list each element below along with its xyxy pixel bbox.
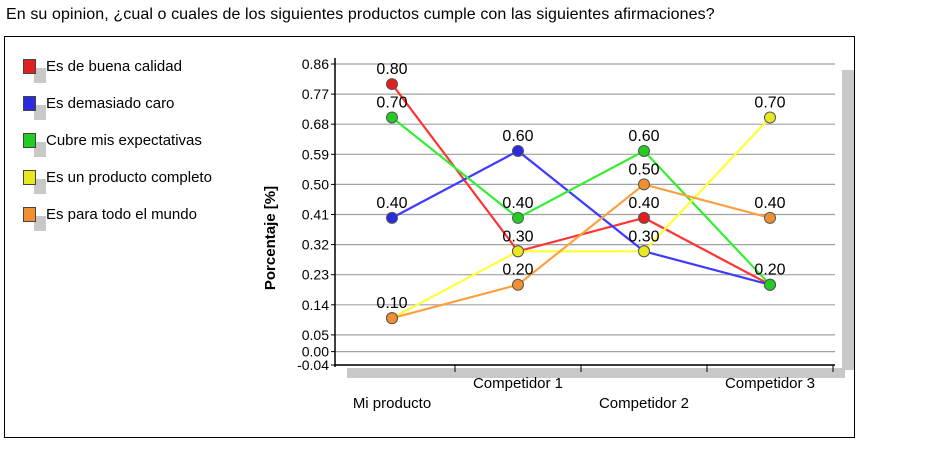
chart-legend: Es de buena calidad Es demasiado caro Cubr… [22, 58, 212, 243]
y-tick-label: 0.68 [302, 116, 329, 132]
data-label: 0.20 [754, 262, 785, 279]
legend-label: Es para todo el mundo [46, 206, 197, 223]
data-point [386, 312, 398, 325]
data-point [764, 111, 776, 124]
data-point [386, 111, 398, 124]
data-point [512, 245, 524, 258]
legend-item: Es de buena calidad [22, 58, 212, 95]
data-point [386, 78, 398, 91]
y-tick-label: 0.86 [302, 56, 329, 72]
plot-side-wall [842, 70, 854, 370]
legend-item: Cubre mis expectativas [22, 132, 212, 169]
y-tick-label: -0.04 [297, 357, 329, 373]
y-tick-label: 0.14 [302, 297, 329, 313]
data-label: 0.30 [502, 228, 533, 245]
plot-floor [347, 368, 845, 378]
data-label: 0.50 [628, 161, 659, 178]
data-point [512, 211, 524, 224]
data-label: 0.60 [628, 128, 659, 145]
data-label: 0.40 [628, 195, 659, 212]
data-label: 0.70 [376, 95, 407, 112]
legend-label: Es un producto completo [46, 169, 212, 186]
data-label: 0.40 [376, 195, 407, 212]
data-point [764, 211, 776, 224]
data-label: 0.20 [502, 262, 533, 279]
x-tick-label: Mi producto [353, 395, 431, 412]
legend-item: Es para todo el mundo [22, 206, 212, 243]
y-tick-label: 0.50 [302, 176, 329, 192]
data-label: 0.70 [754, 95, 785, 112]
y-tick-label: 0.59 [302, 146, 329, 162]
data-point [638, 211, 650, 224]
data-point [638, 178, 650, 191]
legend-label: Es demasiado caro [46, 95, 175, 112]
legend-swatch [22, 206, 46, 231]
series-line [391, 116, 771, 320]
y-tick-label: 0.32 [302, 237, 329, 253]
question-title: En su opinion, ¿cual o cuales de los sig… [6, 6, 715, 23]
legend-swatch [22, 132, 46, 157]
series-line [391, 149, 771, 286]
legend-swatch [22, 95, 46, 120]
legend-item: Es un producto completo [22, 169, 212, 206]
legend-item: Es demasiado caro [22, 95, 212, 132]
data-point [386, 211, 398, 224]
y-tick-label: 0.05 [302, 327, 329, 343]
data-point [764, 278, 776, 291]
data-label: 0.10 [376, 295, 407, 312]
y-tick-label: 0.77 [302, 86, 329, 102]
y-tick-label: 0.41 [302, 207, 329, 223]
data-label: 0.60 [502, 128, 533, 145]
x-tick-label: Competidor 3 [725, 375, 815, 392]
x-tick-label: Competidor 2 [599, 395, 689, 412]
data-label: 0.30 [628, 228, 659, 245]
data-point [638, 144, 650, 157]
y-tick-label: 0.23 [302, 267, 329, 283]
series-line [391, 183, 771, 320]
legend-swatch [22, 169, 46, 194]
x-tick-label: Competidor 1 [473, 375, 563, 392]
data-point [638, 245, 650, 258]
y-axis-title: Porcentaje [%] [262, 186, 279, 290]
y-tick-label: 0.00 [302, 344, 329, 360]
legend-label: Cubre mis expectativas [46, 132, 202, 149]
data-label: 0.80 [376, 61, 407, 78]
data-point [512, 144, 524, 157]
data-label: 0.40 [754, 195, 785, 212]
data-point [512, 278, 524, 291]
legend-swatch [22, 58, 46, 83]
data-label: 0.40 [502, 195, 533, 212]
legend-label: Es de buena calidad [46, 58, 182, 75]
series-line [391, 116, 771, 286]
